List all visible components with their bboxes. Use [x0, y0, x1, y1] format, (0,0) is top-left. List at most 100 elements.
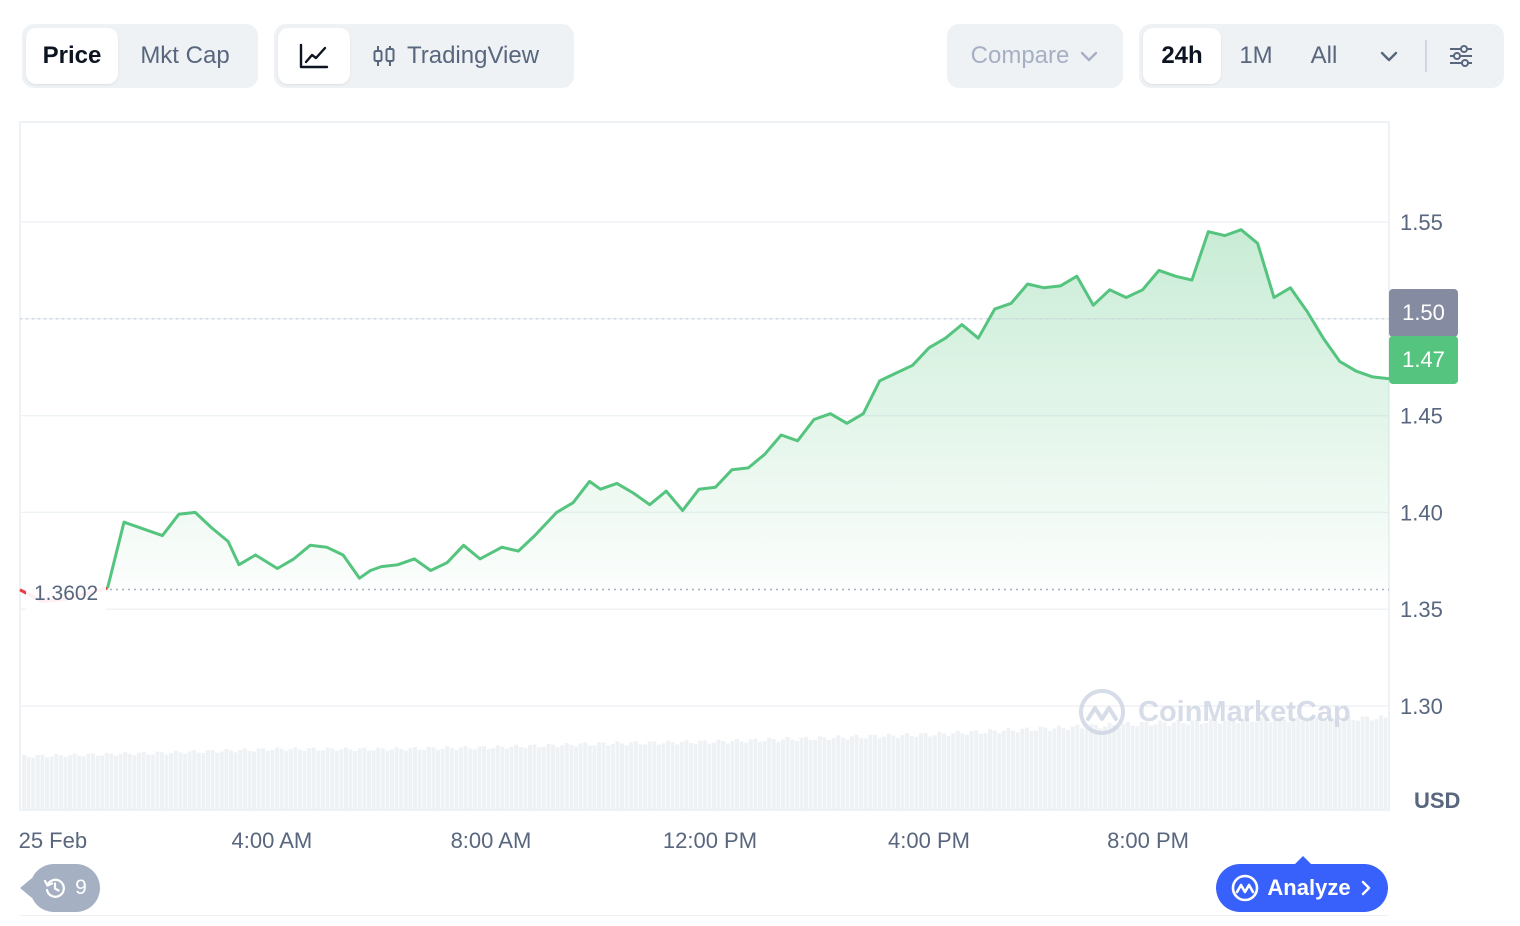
volume-bar: [35, 755, 40, 810]
volume-bar: [1070, 726, 1075, 810]
cmc-logo-icon: [1232, 874, 1259, 902]
y-tick-label: 1.55: [1400, 210, 1443, 235]
volume-bar: [928, 736, 933, 810]
volume-bar: [509, 746, 514, 810]
volume-bar: [587, 745, 592, 810]
volume-bar: [1121, 724, 1126, 810]
y-tick-label: 1.35: [1400, 597, 1443, 622]
volume-bar: [353, 750, 358, 810]
chart-settings-button[interactable]: [1431, 28, 1491, 84]
volume-bar: [840, 737, 845, 810]
volume-bar: [164, 754, 169, 810]
line-chart-icon: [299, 43, 329, 69]
volume-bar: [850, 736, 854, 810]
volume-bar: [160, 752, 164, 810]
volume-bar: [555, 747, 560, 810]
volume-bar: [804, 736, 808, 810]
volume-bar: [1268, 722, 1273, 810]
volume-bar: [298, 749, 302, 810]
compare-button[interactable]: Compare: [947, 28, 1123, 84]
volume-bar: [817, 736, 822, 810]
analyze-button[interactable]: Analyze: [1216, 856, 1388, 912]
volume-bar: [284, 751, 289, 810]
volume-bar: [583, 742, 588, 810]
volume-bar: [735, 738, 739, 810]
volume-bar: [169, 753, 174, 810]
volume-bar: [813, 739, 818, 810]
volume-bar: [238, 750, 243, 810]
volume-bar: [905, 733, 910, 810]
volume-bar: [1139, 721, 1144, 810]
volume-bar: [288, 749, 293, 810]
volume-bar: [141, 751, 146, 810]
volume-bar: [601, 742, 606, 810]
range-24h[interactable]: 24h: [1143, 28, 1221, 84]
range-all[interactable]: All: [1310, 42, 1338, 69]
volume-bar: [900, 734, 905, 810]
volume-bar: [1277, 716, 1282, 810]
volume-bar: [192, 750, 197, 810]
sliders-icon: [1450, 45, 1472, 67]
volume-bar: [684, 740, 689, 810]
volume-bar: [311, 747, 316, 810]
volume-bar: [1116, 727, 1121, 810]
volume-bar: [748, 739, 753, 810]
volume-bar: [1282, 719, 1287, 810]
range-more-dropdown[interactable]: [1357, 28, 1421, 84]
volume-bar: [914, 736, 919, 810]
volume-bar: [997, 733, 1002, 810]
volume-bar: [265, 750, 270, 810]
volume-bar: [201, 752, 206, 810]
tradingview-button[interactable]: TradingView: [350, 28, 560, 84]
volume-bar: [26, 757, 31, 810]
volume-bar: [81, 756, 86, 810]
history-button[interactable]: 9: [20, 864, 100, 912]
volume-bar: [859, 738, 864, 810]
volume-bar: [578, 743, 583, 810]
volume-bar: [454, 749, 459, 810]
volume-bar: [183, 753, 187, 810]
volume-bar: [919, 733, 923, 810]
volume-bar: [390, 749, 394, 810]
x-tick-label: 4:00 AM: [232, 828, 313, 853]
coinmarketcap-watermark: CoinMarketCap: [1078, 688, 1351, 736]
volume-bar: [546, 743, 551, 810]
volume-bar: [762, 741, 767, 810]
volume-bar: [114, 755, 118, 810]
volume-bar: [1213, 720, 1218, 810]
x-tick-label: 12:00 PM: [663, 828, 757, 853]
volume-bar: [1356, 720, 1360, 810]
volume-bar: [827, 739, 831, 810]
volume-bar: [620, 743, 624, 810]
tab-price[interactable]: Price: [26, 28, 118, 84]
volume-bar: [1001, 730, 1006, 810]
volume-bar: [965, 734, 969, 810]
volume-bar: [560, 745, 565, 810]
volume-bar: [652, 741, 657, 810]
volume-bar: [233, 752, 238, 810]
line-chart-button[interactable]: [278, 28, 350, 84]
volume-bar: [224, 748, 229, 810]
volume-bar: [146, 754, 151, 810]
volume-bar: [187, 751, 192, 810]
volume-bar: [955, 730, 960, 810]
volume-bar: [72, 753, 77, 810]
volume-bar: [1084, 728, 1089, 810]
volume-bar: [831, 738, 836, 810]
range-1m[interactable]: 1M: [1239, 42, 1273, 69]
volume-bar: [293, 747, 298, 810]
price-area-up: [107, 229, 1390, 590]
volume-bar: [1250, 721, 1255, 810]
volume-bar: [505, 748, 509, 810]
volume-bar: [491, 748, 496, 810]
volume-bar: [339, 749, 344, 810]
y-tick-label: 1.30: [1400, 694, 1443, 719]
volume-bar: [744, 742, 749, 810]
volume-bar: [592, 745, 597, 810]
tab-market-cap[interactable]: Mkt Cap: [140, 42, 230, 69]
volume-bar: [1259, 717, 1264, 810]
volume-bar: [463, 745, 468, 810]
volume-bar: [1231, 721, 1236, 810]
volume-bar: [753, 738, 758, 810]
